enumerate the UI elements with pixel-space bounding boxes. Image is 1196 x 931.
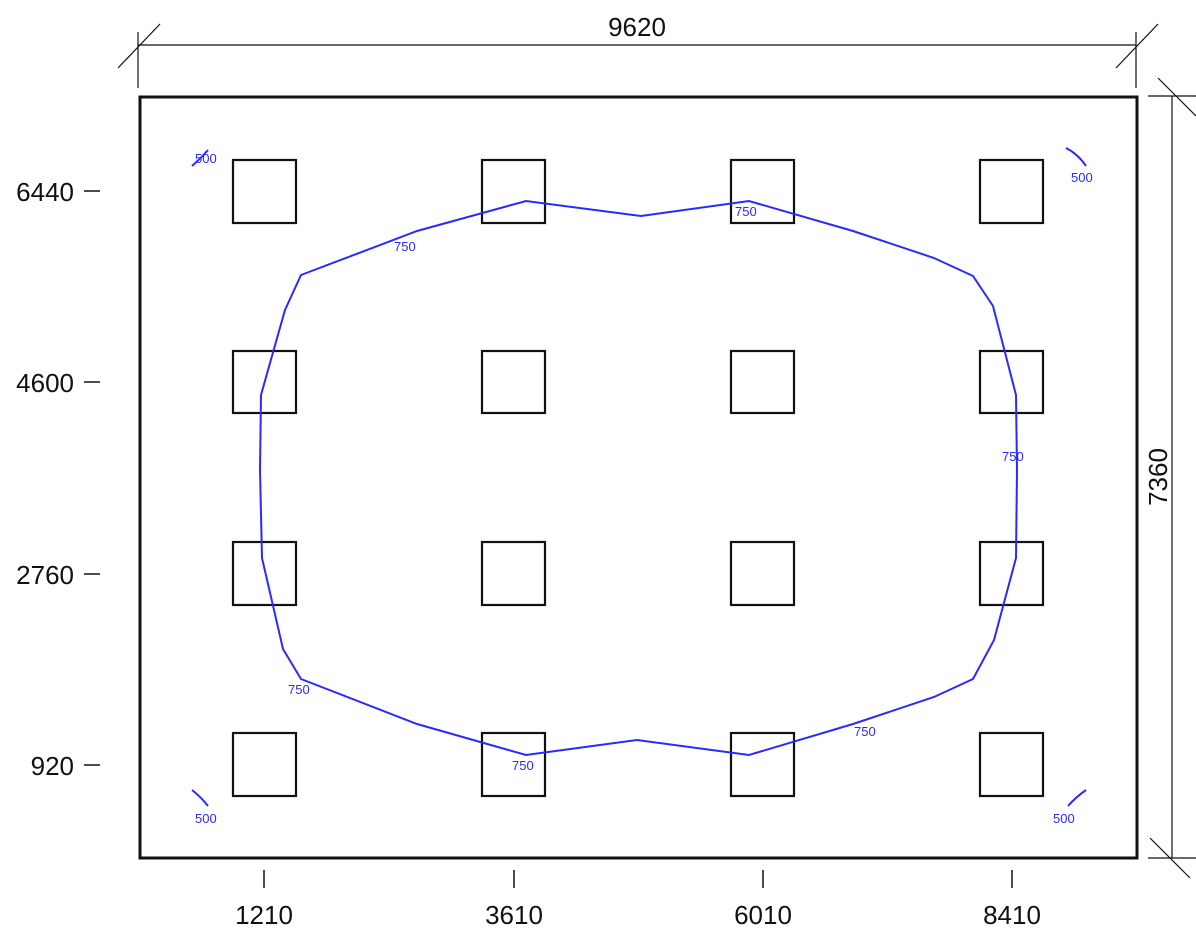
column-c4-r1: [978, 158, 1045, 225]
column-c3-r4: [729, 731, 796, 798]
contour-label-500: 500: [195, 811, 217, 826]
contour-label-750: 750: [288, 682, 310, 697]
contour-label-750: 750: [735, 204, 757, 219]
contour-label-750: 750: [1002, 449, 1024, 464]
contour-label-500: 500: [1053, 811, 1075, 826]
contour-label-750: 750: [512, 758, 534, 773]
y-axis-labels: 6440 4600 2760 920: [16, 177, 100, 781]
top-dimension-tick-left: [117, 23, 161, 69]
contour-label-500: 500: [195, 151, 217, 166]
column-c3-r1: [729, 158, 796, 225]
contour-500-top-right: [1065, 147, 1087, 167]
column-c1-r1: [231, 158, 298, 225]
columns: [231, 158, 1045, 798]
right-dimension-tick-top: [1157, 77, 1196, 117]
x-grid-label: 6010: [734, 900, 792, 930]
contour-500-bottom-right: [1067, 789, 1087, 807]
contour-label-750: 750: [394, 239, 416, 254]
y-grid-label: 4600: [16, 368, 74, 398]
column-c3-r2: [729, 349, 796, 415]
right-dimension-tick-bottom: [1149, 837, 1191, 879]
column-c4-r4: [978, 731, 1045, 798]
contour-label-750: 750: [854, 724, 876, 739]
x-axis-labels: 1210 3610 6010 8410: [235, 870, 1041, 930]
column-c1-r4: [231, 731, 298, 798]
contour-labels: 500 500 500 500 750 750 750 750 750 750: [195, 151, 1093, 826]
y-grid-label: 920: [31, 751, 74, 781]
top-dimension-tick-right: [1115, 23, 1159, 69]
column-c4-r2: [978, 349, 1045, 415]
overall-height-label: 7360: [1143, 448, 1173, 506]
contour-750: [258, 199, 1019, 757]
column-c4-r3: [978, 540, 1045, 607]
column-c2-r1: [480, 158, 547, 225]
contour-500-corners: [191, 147, 1087, 807]
contour-500-bottom-left: [191, 789, 209, 807]
x-grid-label: 8410: [983, 900, 1041, 930]
top-dimension: 9620: [117, 12, 1159, 88]
right-dimension: 7360: [1143, 77, 1196, 879]
overall-width-label: 9620: [608, 12, 666, 42]
contour-500-top-left: [191, 149, 209, 167]
slab-outline: [138, 95, 1139, 860]
column-c3-r3: [729, 540, 796, 607]
contour-label-500: 500: [1071, 170, 1093, 185]
column-c1-r2: [231, 349, 298, 415]
x-grid-label: 3610: [485, 900, 543, 930]
column-c2-r3: [480, 540, 547, 607]
column-c2-r2: [480, 349, 547, 415]
column-c1-r3: [231, 540, 298, 607]
x-grid-label: 1210: [235, 900, 293, 930]
y-grid-label: 6440: [16, 177, 74, 207]
y-grid-label: 2760: [16, 560, 74, 590]
column-c2-r4: [480, 731, 547, 798]
